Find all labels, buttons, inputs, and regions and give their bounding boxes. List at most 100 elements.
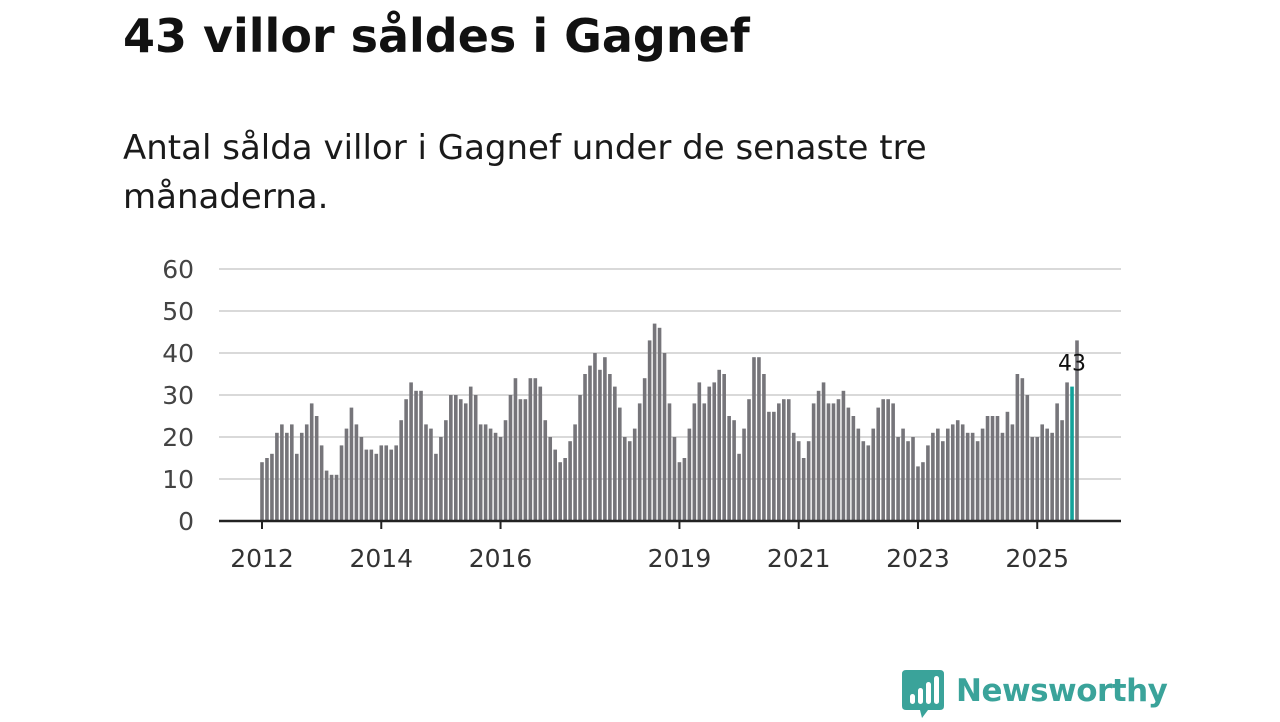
x-tick-label: 2019 (648, 544, 712, 573)
bar (444, 420, 448, 521)
bar (329, 474, 334, 521)
bar (488, 428, 493, 521)
bar (627, 441, 632, 521)
bar (757, 357, 761, 521)
bar (319, 445, 324, 521)
bar (622, 437, 627, 521)
bar (588, 365, 592, 521)
bar (1045, 428, 1049, 521)
bar (702, 403, 707, 521)
bar (692, 403, 697, 521)
bar (463, 403, 468, 521)
bar (1075, 340, 1079, 521)
bar (891, 403, 895, 521)
bar (796, 441, 801, 521)
bar (553, 449, 557, 521)
bar (1060, 420, 1064, 521)
bar (583, 374, 587, 521)
bar (722, 374, 726, 521)
bar (468, 386, 473, 521)
bar (975, 441, 980, 521)
brand-logo: Newsworthy (902, 670, 1168, 722)
x-tick-label: 2025 (1005, 544, 1069, 573)
bar (265, 458, 269, 521)
bar (374, 453, 379, 521)
bar (1025, 395, 1030, 521)
bar (960, 424, 965, 521)
bar (558, 462, 562, 521)
bar (528, 378, 533, 521)
x-tick-label: 2023 (886, 544, 950, 573)
bar (294, 453, 299, 521)
bar (672, 437, 677, 521)
bar (697, 382, 702, 521)
bar (637, 403, 642, 521)
bar (419, 390, 423, 521)
bar (846, 407, 851, 521)
page-title: 43 villor såldes i Gagnef (123, 9, 750, 63)
bar (712, 382, 717, 521)
bar (642, 378, 647, 521)
x-tick-label: 2014 (349, 544, 413, 573)
bar (454, 395, 458, 521)
bar (896, 437, 900, 521)
bar (344, 428, 349, 521)
y-tick-label: 30 (162, 381, 194, 410)
bar (921, 462, 925, 521)
bar (563, 458, 567, 521)
bar (513, 378, 518, 521)
bar (970, 432, 975, 521)
bar (409, 382, 413, 521)
bar (414, 390, 418, 521)
bar (737, 453, 741, 521)
bar (593, 353, 597, 521)
bar (399, 420, 403, 521)
bar-chart-speech-bubble-icon (902, 670, 944, 722)
bar (687, 428, 692, 521)
bar (1065, 382, 1069, 521)
bar (916, 466, 920, 521)
bar (801, 458, 806, 521)
bar (836, 399, 841, 521)
bar (349, 407, 354, 521)
bar (806, 441, 811, 521)
bar (911, 437, 915, 521)
bar (826, 403, 831, 521)
bar (1055, 403, 1059, 521)
bar (881, 399, 885, 521)
bar (950, 424, 955, 521)
bar (657, 327, 662, 521)
bar (299, 432, 304, 521)
bar (990, 416, 995, 521)
bar (732, 420, 736, 521)
bar (662, 353, 667, 521)
bar (995, 416, 1000, 521)
y-tick-label: 50 (162, 297, 194, 326)
y-tick-label: 20 (162, 423, 194, 452)
bar (275, 432, 279, 521)
bar (314, 416, 319, 521)
bar (861, 441, 866, 521)
bar (354, 424, 359, 521)
x-tick-label: 2012 (230, 544, 294, 573)
bar (568, 441, 572, 521)
bar (598, 369, 602, 521)
x-tick-label: 2016 (469, 544, 533, 573)
bar (811, 403, 816, 521)
bar (821, 382, 826, 521)
bar (1050, 432, 1054, 521)
bar (1000, 432, 1005, 521)
bar (652, 323, 657, 521)
bar (1010, 424, 1015, 521)
bar (742, 428, 746, 521)
bar (1015, 374, 1020, 521)
chart-subtitle: Antal sålda villor i Gagnef under de sen… (123, 128, 927, 217)
bar (613, 386, 617, 521)
bar (876, 407, 881, 521)
bar (886, 399, 890, 521)
bar (1035, 437, 1040, 521)
bar (394, 445, 398, 521)
bar (478, 424, 483, 521)
bar (404, 399, 408, 521)
